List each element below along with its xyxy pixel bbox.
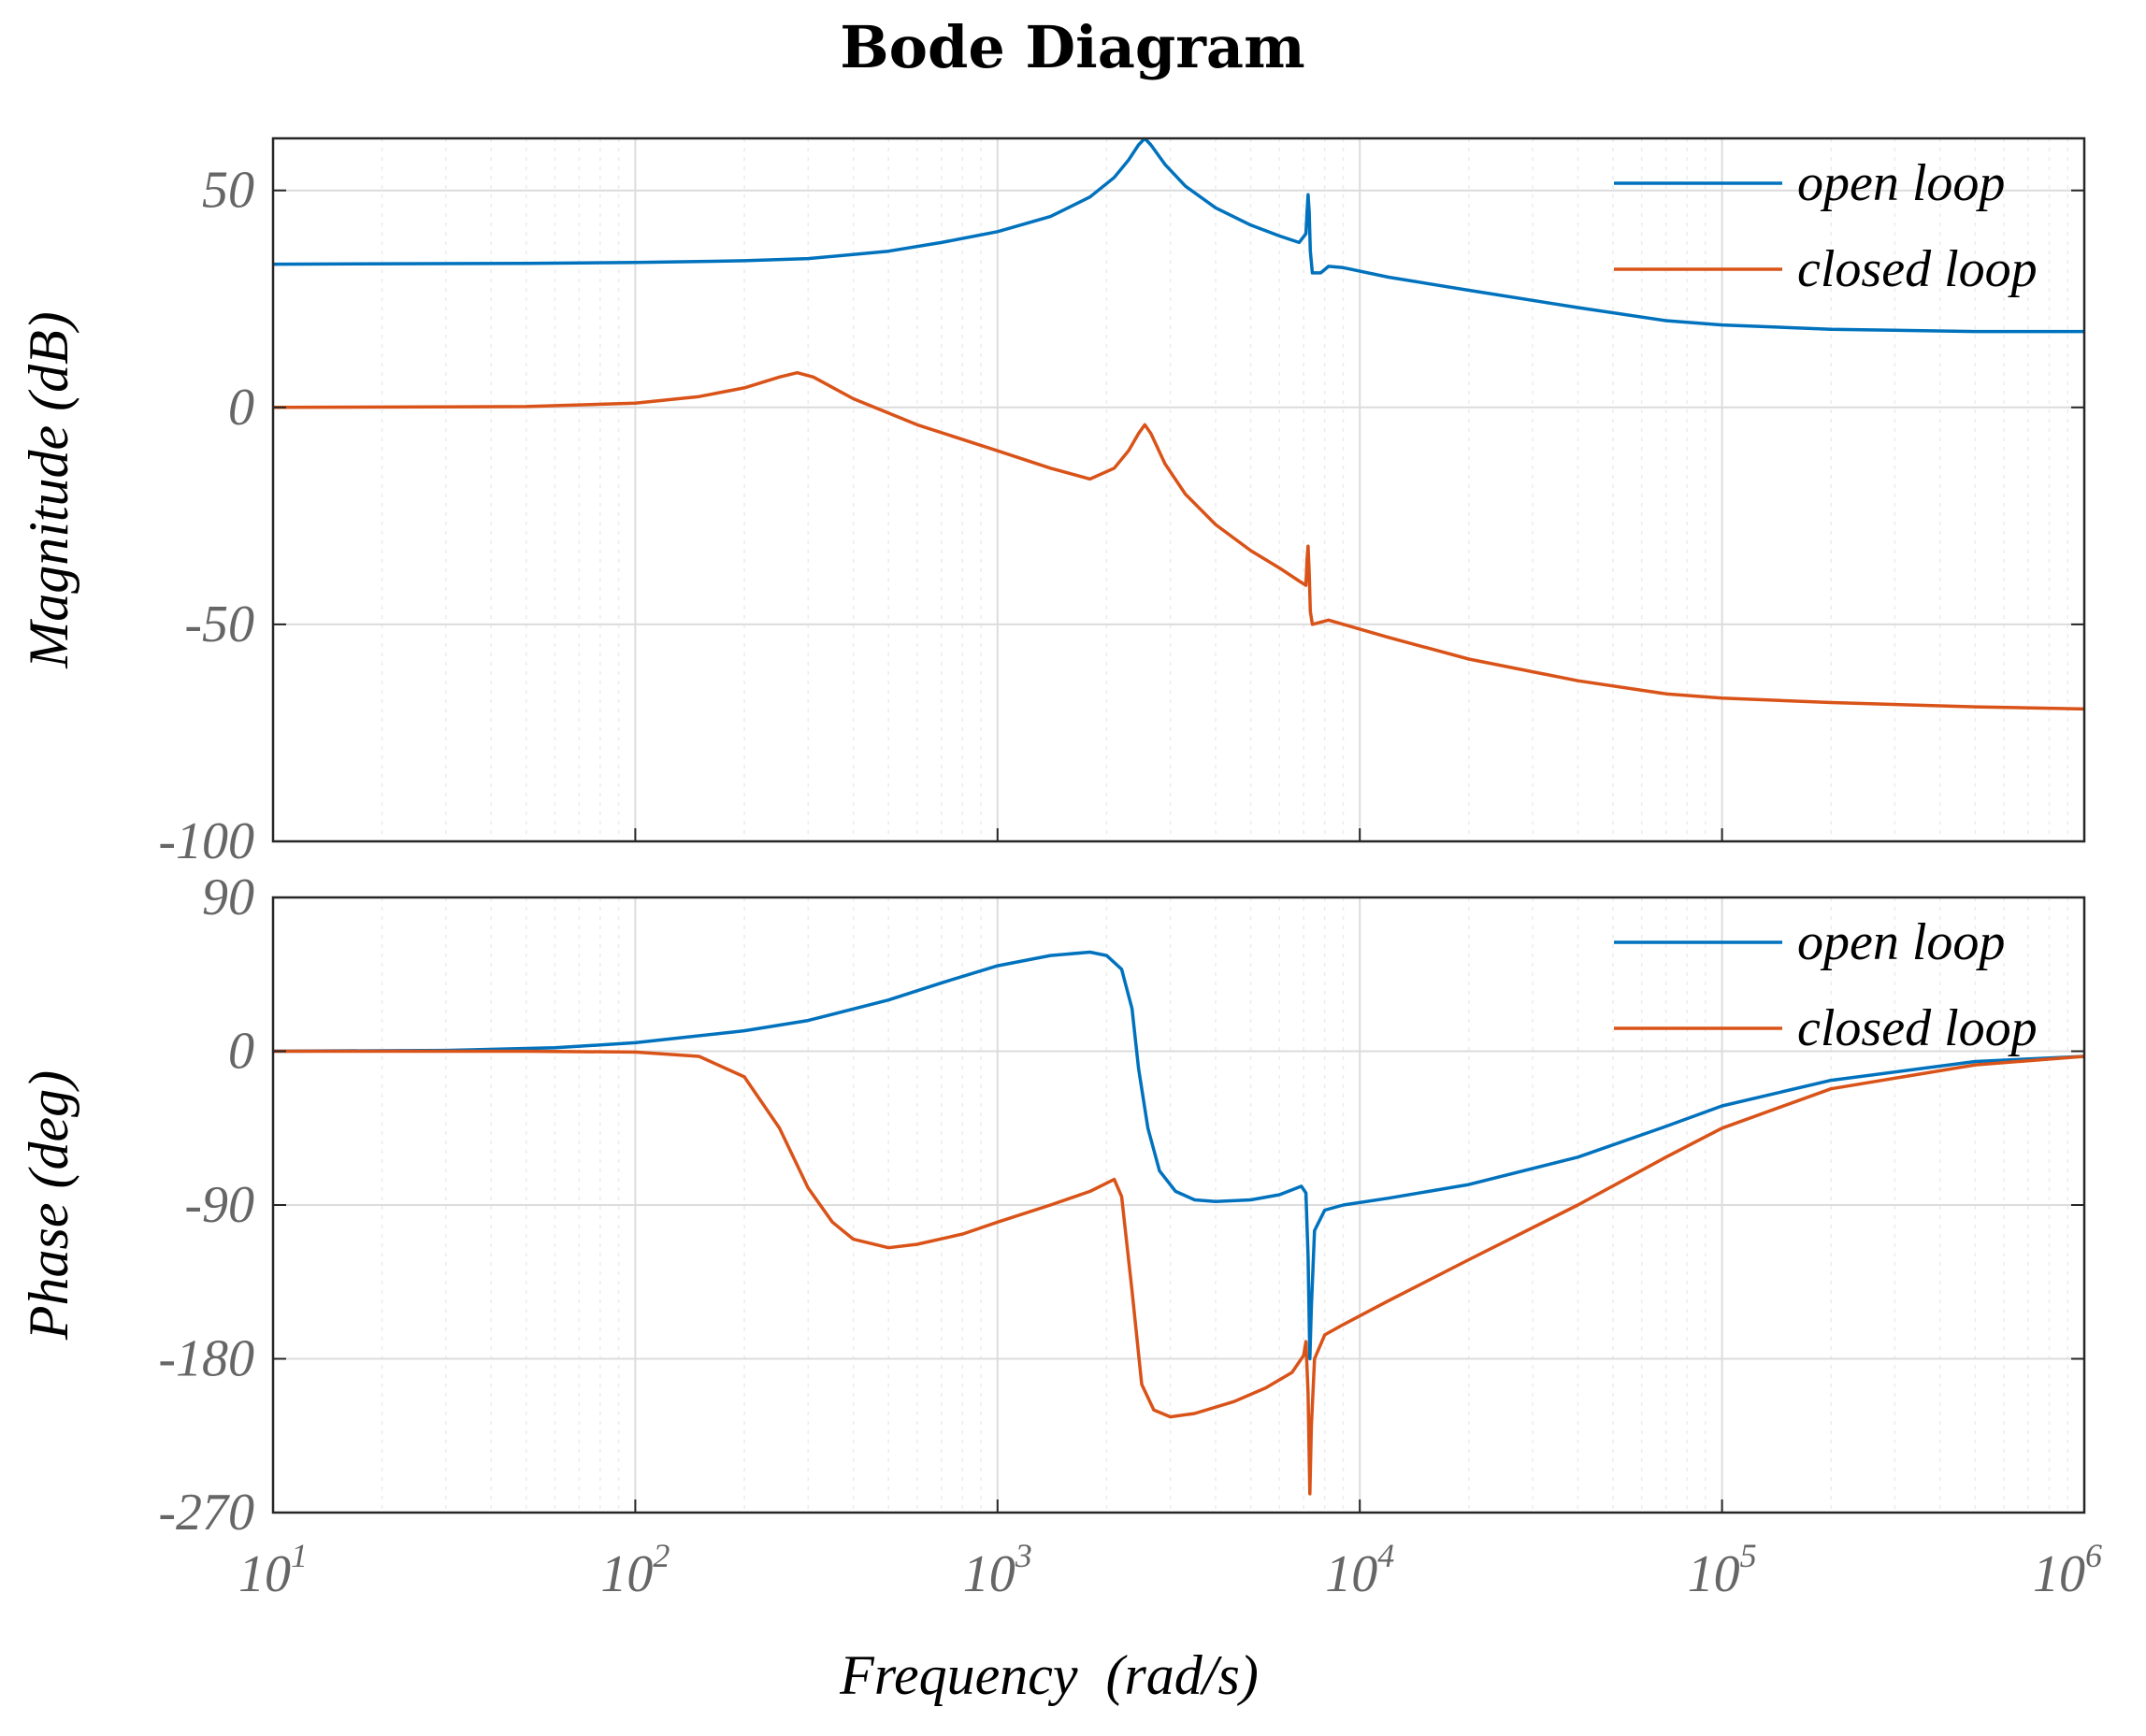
x-tick-label: 103 — [963, 1537, 1032, 1603]
x-axis-label: Frequency (rad/s) — [839, 1644, 1259, 1706]
y-tick-label: -100 — [158, 812, 254, 870]
y-tick-label: 0 — [228, 379, 254, 437]
phase-panel: 90 0 -90 -180 -270 open loop closed loop Phas… — [18, 868, 2086, 1542]
magnitude-legend: open loop closed loop — [1614, 154, 2038, 298]
x-tick-label: 101 — [238, 1537, 308, 1603]
y-tick-label: -270 — [158, 1484, 254, 1542]
legend-label-open-loop: open loop — [1797, 913, 2005, 971]
phase-y-axis-label: Phase (deg) — [18, 1070, 79, 1341]
magnitude-open-loop-line — [273, 138, 2084, 334]
legend-label-closed-loop: closed loop — [1797, 240, 2038, 298]
y-tick-label: 50 — [202, 162, 254, 220]
x-tick-label: 102 — [600, 1537, 670, 1603]
magnitude-y-axis-label: Magnitude (dB) — [18, 311, 79, 669]
phase-grid — [273, 897, 2084, 1514]
magnitude-axes-frame — [271, 136, 2086, 843]
magnitude-series — [273, 138, 2084, 711]
phase-closed-loop-line — [273, 1049, 2084, 1496]
y-tick-label: 90 — [202, 868, 254, 926]
phase-open-loop-line — [273, 950, 2084, 1361]
legend-label-open-loop: open loop — [1797, 154, 2005, 212]
x-tick-label: 105 — [1688, 1537, 1757, 1603]
magnitude-grid — [273, 138, 2084, 842]
y-tick-label: -180 — [158, 1330, 254, 1388]
magnitude-panel: 50 0 -50 -100 open loop closed loop Magnitud… — [18, 136, 2086, 870]
x-axis-ticks: 101 102 103 104 105 106 — [238, 828, 2102, 1603]
chart-title: Bode Diagram — [840, 13, 1304, 81]
x-tick-label: 106 — [2033, 1537, 2102, 1603]
x-tick-label: 104 — [1325, 1537, 1394, 1603]
magnitude-closed-loop-line — [273, 370, 2084, 711]
phase-y-ticks: 90 0 -90 -180 -270 — [158, 868, 2084, 1542]
magnitude-y-ticks: 50 0 -50 -100 — [158, 162, 2084, 870]
y-tick-label: -90 — [184, 1176, 254, 1234]
legend-label-closed-loop: closed loop — [1797, 999, 2038, 1057]
phase-legend: open loop closed loop — [1614, 913, 2038, 1057]
y-tick-label: -50 — [184, 595, 254, 653]
phase-series — [273, 950, 2084, 1496]
y-tick-label: 0 — [228, 1023, 254, 1081]
